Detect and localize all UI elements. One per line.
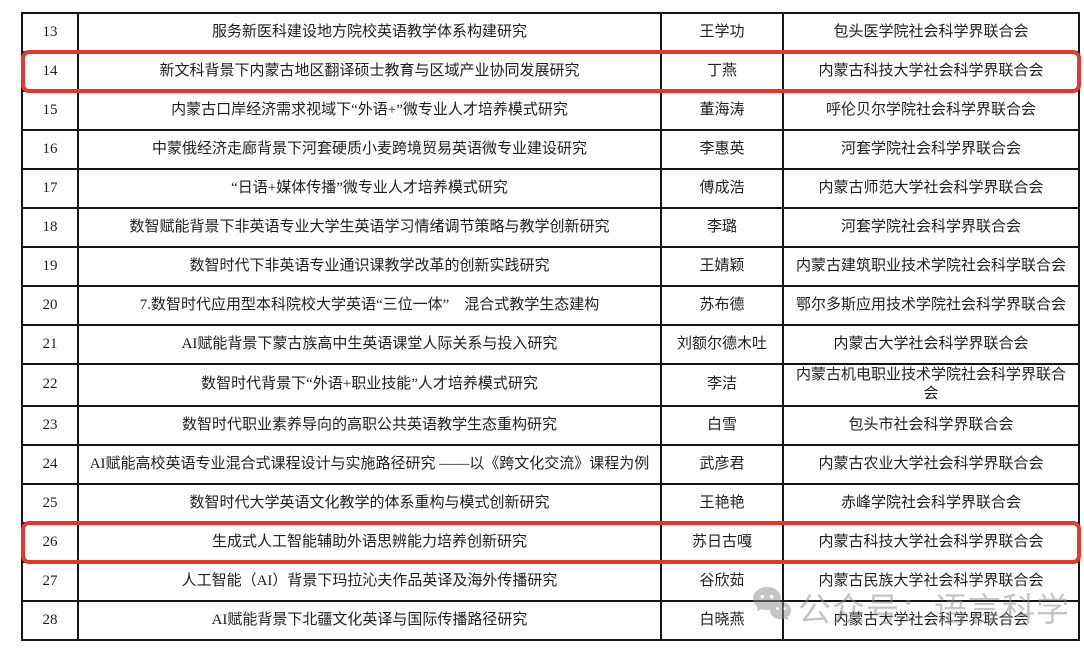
table-row: 16 中蒙俄经济走廊背景下河套硬质小麦跨境贸易英语微专业建设研究 李惠英 河套学… [21,129,1080,170]
table-row: 17 “日语+媒体传播”微专业人才培养模式研究 傅成浩 内蒙古师范大学社会科学界… [21,168,1080,209]
table-row: 13 服务新医科建设地方院校英语教学体系构建研究 王学功 包头医学院社会科学界联… [21,12,1080,53]
table-row: 14 新文科背景下内蒙古地区翻译硕士教育与区域产业协同发展研究 丁燕 内蒙古科技… [21,51,1080,92]
cell-organization: 鄂尔多斯应用技术学院社会科学界联合会 [782,285,1080,326]
table-row: 15 内蒙古口岸经济需求视域下“外语+”微专业人才培养模式研究 董海涛 呼伦贝尔… [21,90,1080,131]
cell-number: 20 [21,285,79,326]
cell-leader: 李洁 [660,363,784,407]
cell-title: 数智时代下非英语专业通识课教学改革的创新实践研究 [77,246,662,287]
cell-title: 数智时代大学英语文化教学的体系重构与模式创新研究 [77,482,662,524]
cell-title: 人工智能（AI）背景下玛拉沁夫作品英译及海外传播研究 [77,560,662,602]
cell-organization: 包头市社会科学界联合会 [782,404,1080,446]
table-row: 20 7.数智时代应用型本科院校大学英语“三位一体” 混合式教学生态建构 苏布德… [21,285,1080,326]
cell-organization: 内蒙古科技大学社会科学界联合会 [782,51,1080,92]
cell-title: AI赋能高校英语专业混合式课程设计与实施路径研究 ——以《跨文化交流》课程为例 [77,443,662,485]
cell-leader: 傅成浩 [660,168,784,209]
cell-leader: 苏布德 [660,285,784,326]
table-row: 21 AI赋能背景下蒙古族高中生英语课堂人际关系与投入研究 刘额尔德木吐 内蒙古… [21,324,1080,365]
cell-organization: 内蒙古农业大学社会科学界联合会 [782,443,1080,485]
cell-title: AI赋能背景下北疆文化英译与国际传播路径研究 [77,599,662,641]
cell-organization: 内蒙古大学社会科学界联合会 [782,324,1080,365]
cell-number: 23 [21,404,79,446]
cell-title: 内蒙古口岸经济需求视域下“外语+”微专业人才培养模式研究 [77,90,662,131]
cell-organization: 呼伦贝尔学院社会科学界联合会 [782,90,1080,131]
cell-number: 15 [21,90,79,131]
cell-number: 19 [21,246,79,287]
cell-organization: 内蒙古大学社会科学界联合会 [782,599,1080,641]
cell-organization: 内蒙古民族大学社会科学界联合会 [782,560,1080,602]
cell-organization: 河套学院社会科学界联合会 [782,129,1080,170]
cell-number: 17 [21,168,79,209]
cell-title: “日语+媒体传播”微专业人才培养模式研究 [77,168,662,209]
cell-leader: 谷欣茹 [660,560,784,602]
table-row: 23 数智时代职业素养导向的高职公共英语教学生态重构研究 白雪 包头市社会科学界… [21,404,1080,446]
cell-leader: 苏日古嘎 [660,521,784,563]
cell-title: 中蒙俄经济走廊背景下河套硬质小麦跨境贸易英语微专业建设研究 [77,129,662,170]
table-row: 24 AI赋能高校英语专业混合式课程设计与实施路径研究 ——以《跨文化交流》课程… [21,443,1080,485]
cell-leader: 武彦君 [660,443,784,485]
cell-title: 服务新医科建设地方院校英语教学体系构建研究 [77,12,662,53]
cell-title: 数智时代职业素养导向的高职公共英语教学生态重构研究 [77,404,662,446]
cell-leader: 王婧颖 [660,246,784,287]
project-table: 13 服务新医科建设地方院校英语教学体系构建研究 王学功 包头医学院社会科学界联… [21,12,1080,641]
cell-organization: 内蒙古机电职业技术学院社会科学界联合会 [782,363,1080,407]
cell-organization: 包头医学院社会科学界联合会 [782,12,1080,53]
cell-organization: 内蒙古科技大学社会科学界联合会 [782,521,1080,563]
cell-number: 26 [21,521,79,563]
cell-title: 数智时代背景下“外语+职业技能”人才培养模式研究 [77,363,662,407]
cell-leader: 白雪 [660,404,784,446]
table-body: 13 服务新医科建设地方院校英语教学体系构建研究 王学功 包头医学院社会科学界联… [21,12,1080,641]
cell-title: 数智赋能背景下非英语专业大学生英语学习情绪调节策略与教学创新研究 [77,207,662,248]
table-row: 25 数智时代大学英语文化教学的体系重构与模式创新研究 王艳艳 赤峰学院社会科学… [21,482,1080,524]
cell-number: 25 [21,482,79,524]
cell-title: 新文科背景下内蒙古地区翻译硕士教育与区域产业协同发展研究 [77,51,662,92]
cell-leader: 刘额尔德木吐 [660,324,784,365]
cell-number: 14 [21,51,79,92]
cell-leader: 白晓燕 [660,599,784,641]
cell-leader: 李惠英 [660,129,784,170]
cell-number: 16 [21,129,79,170]
cell-title: 7.数智时代应用型本科院校大学英语“三位一体” 混合式教学生态建构 [77,285,662,326]
cell-title: AI赋能背景下蒙古族高中生英语课堂人际关系与投入研究 [77,324,662,365]
cell-title: 生成式人工智能辅助外语思辨能力培养创新研究 [77,521,662,563]
cell-leader: 王艳艳 [660,482,784,524]
table-row: 27 人工智能（AI）背景下玛拉沁夫作品英译及海外传播研究 谷欣茹 内蒙古民族大… [21,560,1080,602]
table-row: 18 数智赋能背景下非英语专业大学生英语学习情绪调节策略与教学创新研究 李璐 河… [21,207,1080,248]
cell-leader: 李璐 [660,207,784,248]
cell-leader: 王学功 [660,12,784,53]
cell-number: 18 [21,207,79,248]
cell-leader: 丁燕 [660,51,784,92]
cell-leader: 董海涛 [660,90,784,131]
cell-number: 21 [21,324,79,365]
cell-number: 24 [21,443,79,485]
table-row: 22 数智时代背景下“外语+职业技能”人才培养模式研究 李洁 内蒙古机电职业技术… [21,363,1080,407]
cell-number: 22 [21,363,79,407]
cell-organization: 内蒙古师范大学社会科学界联合会 [782,168,1080,209]
cell-number: 27 [21,560,79,602]
cell-organization: 赤峰学院社会科学界联合会 [782,482,1080,524]
cell-organization: 内蒙古建筑职业技术学院社会科学联合会 [782,246,1080,287]
cell-organization: 河套学院社会科学界联合会 [782,207,1080,248]
cell-number: 13 [21,12,79,53]
cell-number: 28 [21,599,79,641]
table-row: 19 数智时代下非英语专业通识课教学改革的创新实践研究 王婧颖 内蒙古建筑职业技… [21,246,1080,287]
table-row: 26 生成式人工智能辅助外语思辨能力培养创新研究 苏日古嘎 内蒙古科技大学社会科… [21,521,1080,563]
table-row: 28 AI赋能背景下北疆文化英译与国际传播路径研究 白晓燕 内蒙古大学社会科学界… [21,599,1080,641]
